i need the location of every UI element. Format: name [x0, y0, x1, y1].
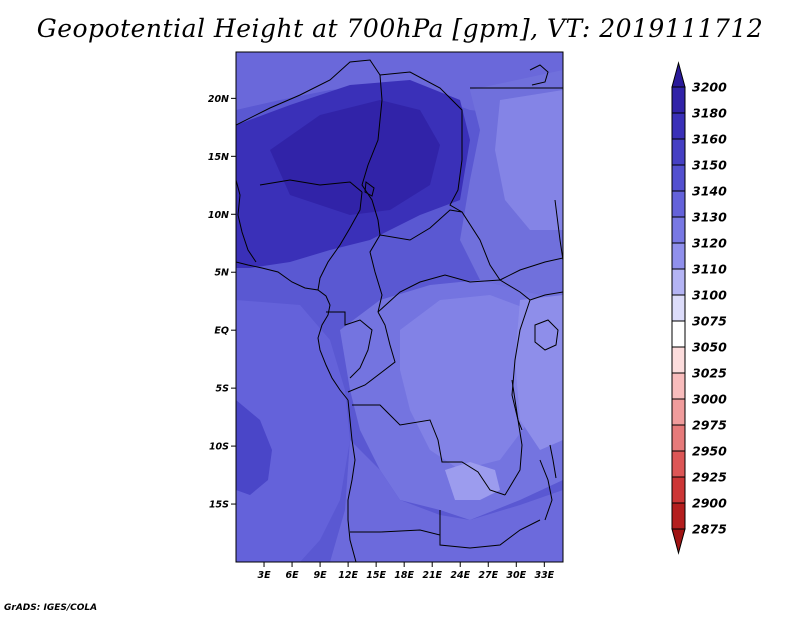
x-tick-label: 27E	[478, 570, 498, 581]
colorbar-label: 3050	[692, 340, 727, 355]
colorbar-segment	[671, 216, 686, 244]
x-tick-label: 21E	[422, 570, 442, 581]
contour-region-angola-high	[236, 400, 272, 495]
coastline-west-africa	[236, 261, 349, 401]
grads-credit: GrADS: IGES/COLA	[4, 603, 98, 613]
colorbar-label: 3025	[692, 366, 727, 381]
colorbar-segment	[671, 320, 686, 348]
x-tick-label: 3E	[257, 570, 271, 581]
y-tick-label: EQ	[214, 326, 229, 337]
colorbar-label: 3000	[692, 392, 727, 407]
contour-region-light-patch	[445, 462, 500, 500]
y-tick-label: 5N	[214, 268, 229, 279]
colorbar-label: 3120	[692, 236, 727, 251]
contour-region-atlantic-south	[236, 300, 350, 562]
colorbar-label: 2925	[692, 470, 727, 485]
colorbar-label: 2900	[692, 496, 727, 511]
boundary-layer	[236, 59, 563, 562]
lake-victoria	[534, 319, 559, 351]
lake-chad	[364, 181, 375, 197]
coast-red-sea	[529, 64, 549, 86]
border-zambia	[439, 510, 541, 549]
colorbar-label: 3160	[692, 132, 727, 147]
colorbar-segment	[671, 294, 686, 322]
colorbar-label: 3110	[692, 262, 727, 277]
x-tick-label: 18E	[394, 570, 414, 581]
colorbar-label: 2975	[692, 418, 727, 433]
colorbar-label: 3130	[692, 210, 727, 225]
border-drc-angola	[352, 404, 506, 496]
y-tick-label: 5S	[216, 384, 230, 395]
coastline-angola	[347, 399, 357, 562]
y-tick-label: 15N	[208, 152, 229, 163]
x-tick-label: 30E	[506, 570, 526, 581]
border-niger-nigeria	[259, 179, 363, 193]
lake-tanganyika	[511, 379, 523, 431]
lake-malawi	[549, 444, 557, 479]
border-car-sudan	[379, 209, 501, 281]
colorbar-segment	[671, 138, 686, 166]
colorbar-segment	[671, 86, 686, 114]
x-tick-label: 6E	[286, 570, 300, 581]
x-tick-label: 9E	[314, 570, 328, 581]
border-niger-libya	[379, 71, 463, 160]
border-chad-sudan	[449, 159, 463, 213]
colorbar-segment	[671, 450, 686, 478]
colorbar-label: 2875	[692, 522, 727, 537]
contour-fill-layer	[236, 52, 563, 562]
border-ethiopia	[554, 199, 563, 261]
border-mozambique	[539, 459, 553, 521]
colorbar-label: 3100	[692, 288, 727, 303]
colorbar-label: 3075	[692, 314, 727, 329]
border-cameroon-car	[369, 234, 383, 313]
y-tick-label: 15S	[209, 500, 229, 511]
x-tick-label: 15E	[366, 570, 386, 581]
colorbar-segment	[671, 268, 686, 296]
y-tick-label: 10S	[209, 442, 229, 453]
colorbar-segment	[671, 424, 686, 452]
border-tanzania	[529, 291, 563, 301]
colorbar-segment	[671, 346, 686, 374]
x-tick-label: 12E	[338, 570, 358, 581]
colorbar-segment	[671, 164, 686, 192]
coastline-gulf-guinea-north	[236, 179, 257, 263]
border-drc-east	[504, 299, 531, 496]
colorbar-label: 3200	[692, 80, 727, 95]
contour-region-congo-core	[400, 295, 540, 470]
colorbar-label: 3150	[692, 158, 727, 173]
plot-frame	[235, 51, 564, 563]
colorbar-segment	[671, 112, 686, 140]
colorbar-label: 2950	[692, 444, 727, 459]
colorbar-label: 3140	[692, 184, 727, 199]
colorbar-segment	[671, 242, 686, 270]
border-chad-west	[361, 74, 383, 236]
chart-title: Geopotential Height at 700hPa [gpm], VT:…	[36, 14, 764, 43]
border-congo-drc	[347, 311, 396, 393]
contour-region-east-lakes	[515, 295, 563, 450]
colorbar-segment	[671, 502, 686, 530]
border-nigeria-cameroon	[317, 191, 363, 291]
contour-region-east-lighter	[495, 90, 563, 230]
colorbar-segment	[671, 398, 686, 426]
border-car-drc	[377, 274, 531, 313]
colorbar-segment	[671, 372, 686, 400]
y-axis: 20N 15N 10N 5N EQ 5S 10S 15S	[208, 94, 236, 511]
x-axis: 3E 6E 9E 12E 15E 18E 21E 24E 27E 30E 33E	[257, 562, 555, 581]
colorbar-segment	[671, 190, 686, 218]
colorbar-cap-bottom	[671, 528, 686, 555]
x-tick-label: 24E	[450, 570, 470, 581]
contour-region-sahel-core	[270, 100, 440, 215]
border-south-sudan	[499, 257, 563, 281]
colorbar-cap-top	[671, 61, 686, 88]
colorbar-segment	[671, 476, 686, 504]
x-tick-label: 33E	[534, 570, 554, 581]
colorbar-label: 3180	[692, 106, 727, 121]
border-gabon-congo	[326, 311, 373, 379]
colorbar: 3200 3180 3160 3150 3140 3130 3120 3110 3100 3075…	[671, 61, 727, 555]
border-mali-niger	[236, 59, 381, 126]
y-tick-label: 20N	[208, 94, 229, 105]
y-tick-label: 10N	[208, 210, 229, 221]
